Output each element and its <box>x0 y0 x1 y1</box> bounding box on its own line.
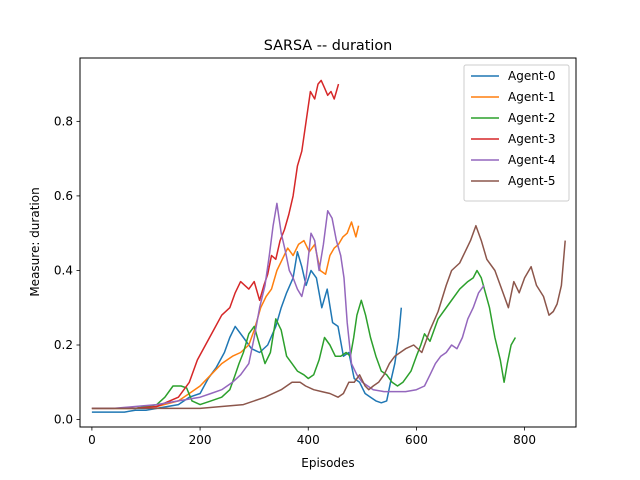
series-line-agent-4 <box>91 202 485 410</box>
legend-label: Agent-5 <box>508 174 555 188</box>
y-tick-label: 0.2 <box>54 338 73 352</box>
y-axis: 0.0 0.2 0.4 0.6 0.8 <box>54 114 80 427</box>
y-axis-label: Measure: duration <box>28 187 42 296</box>
x-axis: 0 200 400 600 800 <box>88 427 536 447</box>
x-axis-label: Episodes <box>301 456 354 470</box>
legend-label: Agent-4 <box>508 153 555 167</box>
series-line-agent-0 <box>91 251 403 413</box>
series-line-agent-3 <box>91 79 340 410</box>
x-tick-label: 400 <box>297 433 320 447</box>
x-tick-label: 600 <box>405 433 428 447</box>
axes-frame <box>79 57 577 428</box>
x-tick-label: 0 <box>88 433 96 447</box>
legend-label: Agent-3 <box>508 132 555 146</box>
y-tick-label: 0.8 <box>54 114 73 128</box>
legend-label: Agent-2 <box>508 111 555 125</box>
chart-title: SARSA -- duration <box>264 38 393 54</box>
series-line-agent-1 <box>91 221 360 410</box>
series-line-agent-2 <box>91 269 517 410</box>
legend-box <box>463 64 570 202</box>
y-tick-label: 0.6 <box>54 189 73 203</box>
y-tick-label: 0.0 <box>54 413 73 427</box>
x-tick-label: 200 <box>189 433 212 447</box>
y-tick-label: 0.4 <box>54 263 73 277</box>
x-tick-label: 800 <box>513 433 536 447</box>
legend-label: Agent-0 <box>508 69 555 83</box>
legend-label: Agent-1 <box>508 90 555 104</box>
plot-lines <box>91 79 566 413</box>
legend: Agent-0 Agent-1 Agent-2 Agent-3 Agent-4 Agent… <box>463 64 570 202</box>
series-line-agent-5 <box>91 224 566 410</box>
